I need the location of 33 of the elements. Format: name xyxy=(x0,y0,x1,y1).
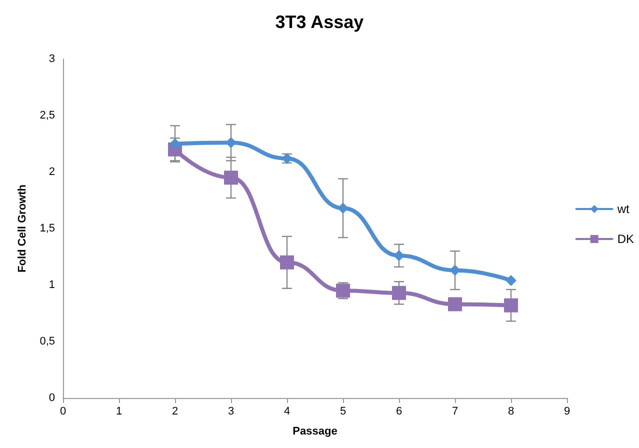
y-tick-label: 0 xyxy=(48,392,55,404)
x-tick-label: 6 xyxy=(396,406,402,418)
x-tick-label: 0 xyxy=(60,406,66,418)
point xyxy=(394,250,404,262)
point xyxy=(450,264,460,276)
y-tick-label: 0,5 xyxy=(40,336,55,348)
point xyxy=(448,297,462,312)
point xyxy=(506,274,516,286)
x-tick-label: 3 xyxy=(228,406,234,418)
point xyxy=(338,202,348,214)
x-tick-label: 2 xyxy=(172,406,178,418)
x-tick-label: 5 xyxy=(340,406,346,418)
x-tick-label: 4 xyxy=(284,406,290,418)
y-tick-label: 2,5 xyxy=(40,110,55,122)
x-tick-label: 9 xyxy=(564,406,570,418)
legend-label: wt xyxy=(616,202,630,216)
y-tick-label: 2 xyxy=(48,166,55,178)
x-axis-title: Passage xyxy=(292,426,338,438)
y-tick-label: 3 xyxy=(48,53,55,65)
y-tick-label: 1 xyxy=(48,279,55,291)
x-tick-label: 7 xyxy=(452,406,458,418)
x-tick-label: 8 xyxy=(508,406,514,418)
x-tick-label: 1 xyxy=(116,406,122,418)
point xyxy=(504,298,518,312)
point xyxy=(224,170,238,185)
y-axis-title: Fold Cell Growth xyxy=(16,184,28,272)
point xyxy=(170,138,180,150)
point xyxy=(226,137,236,148)
legend-label: DK xyxy=(617,232,634,246)
point xyxy=(280,255,294,270)
chart-title: 3T3 Assay xyxy=(275,12,364,32)
y-tick-label: 1,5 xyxy=(40,222,55,234)
point xyxy=(392,286,406,300)
